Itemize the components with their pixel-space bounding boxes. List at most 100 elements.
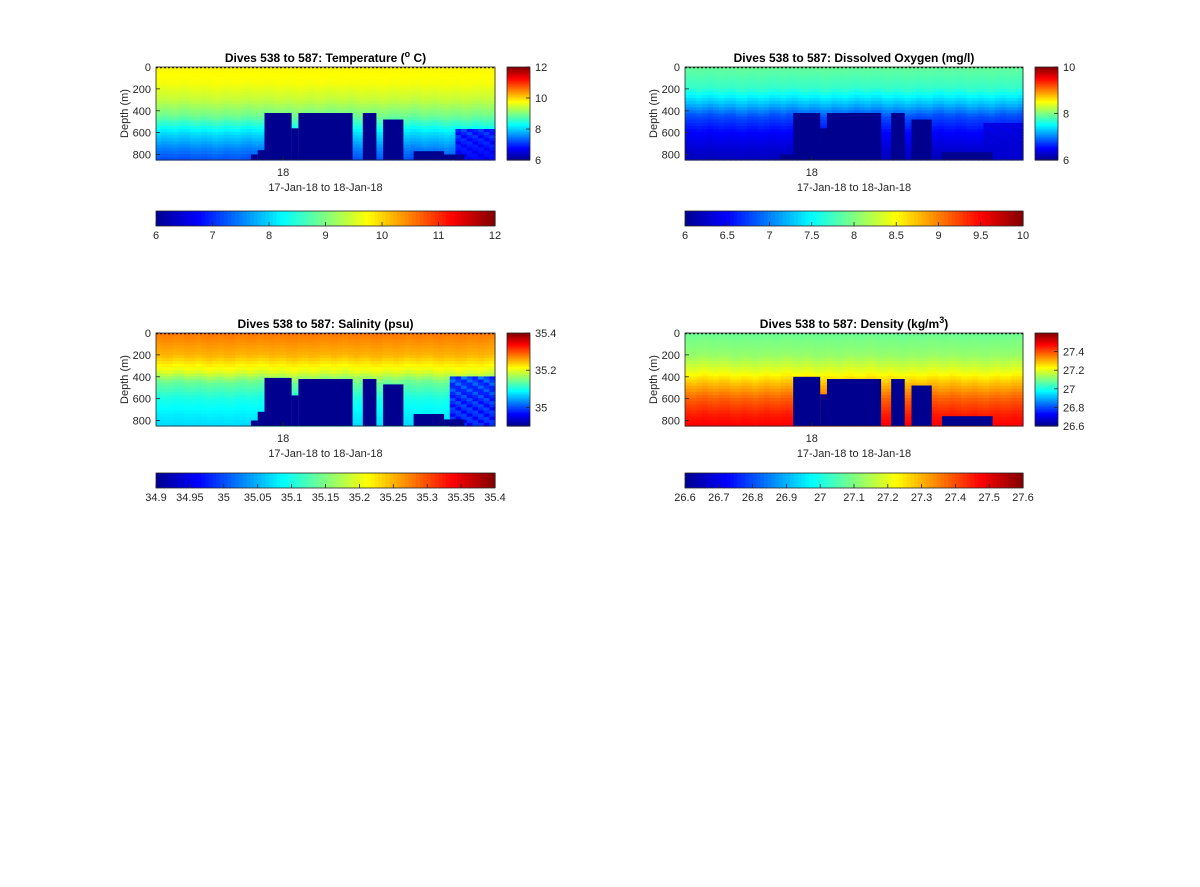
nodata-region-7 xyxy=(383,119,404,160)
y-tick-label: 200 xyxy=(133,84,151,96)
nodata-region-7 xyxy=(941,152,993,160)
colorbar-tick-label: 35.4 xyxy=(535,328,556,340)
title-main: Dives 538 to 587: Temperature ( xyxy=(225,51,405,65)
hbar-tick-label: 8.5 xyxy=(889,230,904,242)
horizontal-colorbar: 34.9 34.95 35 35.05 35.1 35.15 35.2 35.25 35.3 35… xyxy=(145,472,506,504)
y-axis-label: Depth (m) xyxy=(648,355,660,404)
hbar-tick-label: 27.4 xyxy=(945,492,966,504)
nodata-region-3 xyxy=(827,379,882,426)
nodata-region-4 xyxy=(291,395,299,426)
nodata-region-2 xyxy=(257,150,265,160)
nodata-region-5 xyxy=(298,379,353,426)
y-tick-label: 400 xyxy=(133,372,151,384)
nodata-region-2 xyxy=(793,113,821,160)
nodata-region-5 xyxy=(911,385,932,426)
colorbar-frame xyxy=(1034,332,1059,427)
title-superscript: 3 xyxy=(939,315,944,325)
nodata-region-4 xyxy=(891,379,905,426)
y-tick-label: 600 xyxy=(133,128,151,140)
y-tick-label: 600 xyxy=(662,128,680,140)
y-axis-label: Depth (m) xyxy=(119,89,131,138)
hbar-tick-label: 6.5 xyxy=(720,230,735,242)
nodata-region-2 xyxy=(257,411,265,426)
panel-2: 0 200 400 600 800 18 17-Jan-18 to 18-Jan-18 Dep… xyxy=(648,51,1075,242)
hbar-tick-label: 35.3 xyxy=(416,492,437,504)
chart-title: Dives 538 to 587: Density (kg/m3) xyxy=(760,315,948,331)
colorbar-tick-label: 8 xyxy=(535,124,541,136)
hbar-tick-label: 27.2 xyxy=(877,492,898,504)
nodata-region-9 xyxy=(444,154,465,160)
hbar-tick-label: 26.8 xyxy=(742,492,763,504)
nodata-region-2 xyxy=(820,394,827,426)
y-axis-label: Depth (m) xyxy=(119,355,131,404)
hbar-tick-label: 26.9 xyxy=(776,492,797,504)
horizontal-colorbar: 26.6 26.7 26.8 26.9 27 27.1 27.2 27.3 27.4 27.5 27… xyxy=(674,472,1034,504)
colorbar-tick-label: 26.8 xyxy=(1063,402,1084,414)
nodata-region-8 xyxy=(413,151,445,160)
hbar-tick-label: 35 xyxy=(218,492,230,504)
nodata-region-6 xyxy=(362,379,377,426)
hbar-tick-label: 35.1 xyxy=(281,492,302,504)
panel-4: 0 200 400 600 800 18 17-Jan-18 to 18-Jan-18 Dep… xyxy=(648,315,1084,504)
y-tick-label: 800 xyxy=(662,150,680,162)
nodata-region-1 xyxy=(779,154,794,160)
nodata-region-3 xyxy=(820,128,827,160)
y-tick-label: 200 xyxy=(662,84,680,96)
plot-area xyxy=(684,66,1024,161)
vertical-colorbar: 35 35.2 35.4 xyxy=(506,328,556,427)
y-tick-label: 0 xyxy=(674,62,680,74)
horizontal-colorbar: 6 6.5 7 7.5 8 8.5 9 9.5 10 xyxy=(682,210,1029,242)
nodata-region-4 xyxy=(827,113,882,160)
plot-area xyxy=(155,332,496,427)
y-tick-label: 0 xyxy=(145,62,151,74)
y-tick-label: 0 xyxy=(674,328,680,340)
x-tick-label: 18 xyxy=(806,433,818,445)
colorbar-tick-label: 27 xyxy=(1063,384,1075,396)
colorbar-tick-label: 27.2 xyxy=(1063,365,1084,377)
nodata-region-9 xyxy=(444,419,465,426)
x-tick-label: 18 xyxy=(806,167,818,179)
nodata-region-7 xyxy=(383,384,404,426)
nodata-region-1 xyxy=(793,376,821,426)
nodata-region-4 xyxy=(291,128,299,160)
title-superscript: o xyxy=(405,49,411,59)
horizontal-colorbar: 6 7 8 9 10 11 12 xyxy=(153,210,501,242)
y-axis-label: Depth (m) xyxy=(648,89,660,138)
title-main: Dives 538 to 587: Density (kg/m xyxy=(760,317,939,331)
nodata-region-1 xyxy=(250,154,258,160)
hbar-tick-label: 27.5 xyxy=(978,492,999,504)
chart-title: Dives 538 to 587: Salinity (psu) xyxy=(237,317,413,331)
hbar-tick-label: 26.6 xyxy=(674,492,695,504)
x-axis-label: 17-Jan-18 to 18-Jan-18 xyxy=(797,448,911,460)
colorbar-tick-label: 6 xyxy=(1063,155,1069,167)
y-tick-label: 400 xyxy=(662,372,680,384)
heatmap-cells xyxy=(685,67,1024,161)
hbar-tick-label: 6 xyxy=(153,230,159,242)
nodata-region-3 xyxy=(264,113,292,160)
colorbar-tick-label: 10 xyxy=(535,93,547,105)
panel-1: 0 200 400 600 800 18 17-Jan-18 to 18-Jan-18 Dep… xyxy=(119,49,547,242)
hbar-tick-label: 27.3 xyxy=(911,492,932,504)
y-tick-label: 400 xyxy=(133,106,151,118)
chart-title: Dives 538 to 587: Dissolved Oxygen (mg/l… xyxy=(734,51,975,65)
nodata-region-3 xyxy=(264,377,292,426)
heatmap-cells xyxy=(685,333,1024,427)
colorbar-tick-label: 26.6 xyxy=(1063,421,1084,433)
hbar-tick-label: 26.7 xyxy=(708,492,729,504)
hbar-tick-label: 12 xyxy=(489,230,501,242)
nodata-region-6 xyxy=(362,113,377,160)
hbar-tick-label: 9 xyxy=(935,230,941,242)
colorbar-tick-label: 10 xyxy=(1063,62,1075,74)
hbar-tick-label: 8 xyxy=(851,230,857,242)
hbar-tick-label: 27.6 xyxy=(1012,492,1033,504)
y-tick-label: 0 xyxy=(145,328,151,340)
hbar-tick-label: 10 xyxy=(1017,230,1029,242)
x-axis-label: 17-Jan-18 to 18-Jan-18 xyxy=(797,182,911,194)
colorbar-frame xyxy=(506,332,531,427)
colorbar-tick-label: 12 xyxy=(535,62,547,74)
title-end: ) xyxy=(944,317,948,331)
colorbar-tick-label: 35.2 xyxy=(535,365,556,377)
x-tick-label: 18 xyxy=(277,167,289,179)
hbar-tick-label: 34.95 xyxy=(176,492,204,504)
